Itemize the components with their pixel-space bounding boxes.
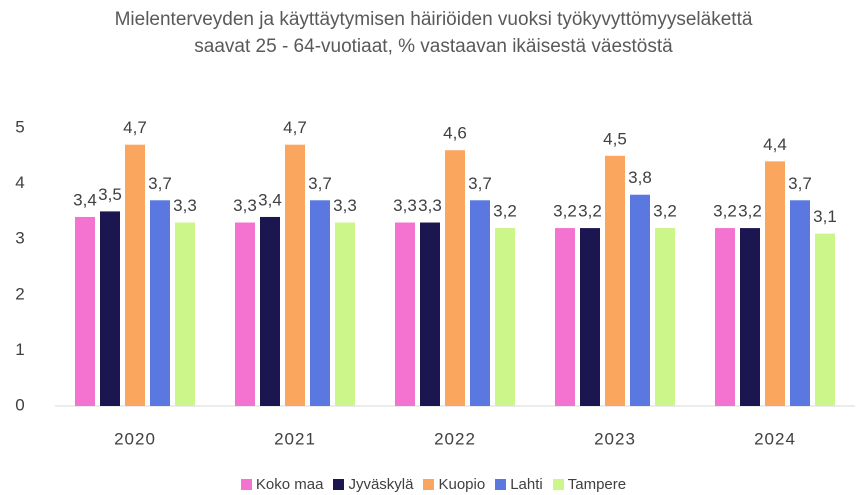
data-label: 3,1 [813, 207, 837, 226]
bar [420, 222, 440, 406]
data-label: 3,7 [788, 174, 812, 193]
bar [580, 228, 600, 406]
x-tick-label: 2023 [594, 429, 636, 448]
data-label: 3,4 [73, 190, 97, 209]
bar [470, 200, 490, 406]
data-label: 4,5 [603, 129, 627, 148]
bar [285, 144, 305, 406]
y-tick-label: 3 [15, 229, 24, 248]
bar [150, 200, 170, 406]
data-label: 3,7 [148, 174, 172, 193]
y-tick-label: 1 [15, 340, 24, 359]
data-label: 4,6 [443, 124, 467, 143]
legend-item: Tampere [552, 476, 627, 493]
legend-label: Jyväskylä [348, 476, 414, 493]
data-label: 3,3 [233, 196, 257, 215]
legend-swatch [333, 479, 345, 490]
data-label: 4,4 [763, 135, 787, 154]
bar [555, 228, 575, 406]
legend-label: Tampere [567, 476, 627, 493]
legend-swatch [552, 479, 564, 490]
bar [100, 211, 120, 406]
bar [790, 200, 810, 406]
bar [395, 222, 415, 406]
legend-swatch [495, 479, 507, 490]
data-label: 3,3 [418, 196, 442, 215]
legend-label: Koko maa [255, 476, 324, 493]
bar [765, 161, 785, 406]
data-label: 3,7 [308, 174, 332, 193]
data-label: 3,8 [628, 168, 652, 187]
legend-label: Kuopio [438, 476, 486, 493]
bar [235, 222, 255, 406]
data-label: 3,5 [98, 185, 122, 204]
data-label: 3,2 [493, 202, 517, 221]
data-label: 4,7 [283, 118, 307, 137]
x-tick-label: 2024 [754, 429, 796, 448]
bar [605, 155, 625, 406]
bar [815, 233, 835, 406]
bar [740, 228, 760, 406]
data-label: 3,2 [738, 202, 762, 221]
legend-label: Lahti [510, 476, 543, 493]
x-tick-label: 2022 [434, 429, 476, 448]
bar [655, 228, 675, 406]
bar [75, 216, 95, 406]
data-label: 3,2 [713, 202, 737, 221]
data-label: 3,2 [578, 202, 602, 221]
legend-swatch [240, 479, 252, 490]
legend: Koko maa Jyväskylä Kuopio Lahti Tampere [0, 476, 867, 493]
data-label: 3,2 [553, 202, 577, 221]
data-label: 4,7 [123, 118, 147, 137]
legend-item: Koko maa [240, 476, 324, 493]
y-tick-label: 5 [15, 117, 24, 136]
legend-item: Kuopio [423, 476, 485, 493]
legend-item: Jyväskylä [333, 476, 413, 493]
y-tick-label: 2 [15, 284, 24, 303]
data-label: 3,7 [468, 174, 492, 193]
y-tick-label: 4 [15, 173, 24, 192]
data-label: 3,3 [333, 196, 357, 215]
bar [125, 144, 145, 406]
bar [495, 228, 515, 406]
bar [175, 222, 195, 406]
bar [445, 150, 465, 406]
data-label: 3,4 [258, 190, 282, 209]
chart-title: Mielenterveyden ja käyttäytymisen häiriö… [114, 9, 753, 57]
legend-swatch [423, 479, 435, 490]
bar [260, 216, 280, 406]
bar [715, 228, 735, 406]
legend-item: Lahti [495, 476, 543, 493]
data-label: 3,3 [393, 196, 417, 215]
bar [630, 194, 650, 406]
y-tick-label: 0 [15, 395, 24, 414]
x-tick-label: 2021 [274, 429, 316, 448]
bar [310, 200, 330, 406]
data-label: 3,2 [653, 202, 677, 221]
data-label: 3,3 [173, 196, 197, 215]
x-tick-label: 2020 [114, 429, 156, 448]
bar [335, 222, 355, 406]
